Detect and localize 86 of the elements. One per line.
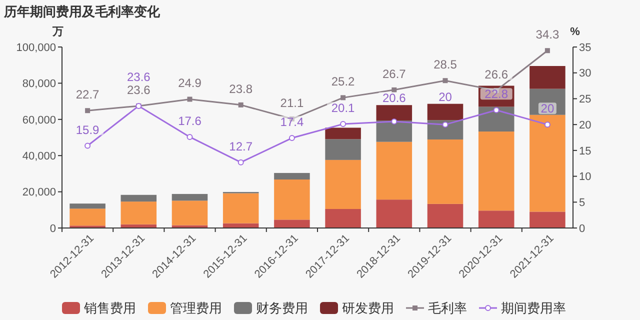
bar <box>120 202 157 224</box>
point <box>544 48 550 54</box>
y-tick-label: 80,000 <box>22 78 56 90</box>
point <box>186 134 193 140</box>
point <box>544 122 550 128</box>
data-label: 20 <box>540 102 554 116</box>
data-label: 12.7 <box>229 139 253 154</box>
data-label: 28.5 <box>434 58 458 72</box>
point <box>238 159 244 166</box>
bar <box>172 200 208 226</box>
bar <box>427 204 464 228</box>
y2-tick-label: 20 <box>579 119 592 132</box>
y2-tick-label: 0 <box>579 222 586 235</box>
y2-tick-label: 25 <box>579 94 592 106</box>
data-label: 15.9 <box>76 122 100 137</box>
bar <box>325 208 361 228</box>
point <box>84 142 91 149</box>
bar <box>325 128 361 140</box>
chart-title: 历年期间费用及毛利率变化 <box>3 4 161 19</box>
y-axis-title: 万 <box>52 26 64 38</box>
data-label: 25.2 <box>331 74 356 89</box>
bar <box>325 139 361 160</box>
point <box>442 122 448 128</box>
point <box>288 135 295 142</box>
data-label: 22.7 <box>76 88 100 102</box>
data-label: 22.8 <box>484 87 508 102</box>
data-label: 20 <box>438 90 452 104</box>
data-label: 23.6 <box>126 82 151 97</box>
legend-label: 研发费用 <box>342 300 394 316</box>
point <box>391 118 398 124</box>
bar <box>274 179 310 220</box>
bar <box>427 104 464 120</box>
point <box>392 87 397 92</box>
bar <box>376 120 412 142</box>
data-label: 23.8 <box>229 82 253 96</box>
bar <box>530 66 566 89</box>
y-tick-label: 60,000 <box>22 114 56 126</box>
bar <box>172 194 208 201</box>
bar <box>325 160 361 209</box>
legend-label: 销售费用 <box>83 300 136 316</box>
legend-label: 管理费用 <box>170 300 222 316</box>
bar <box>70 208 106 226</box>
data-label: 24.9 <box>178 76 202 90</box>
bar <box>376 200 412 228</box>
point <box>187 96 192 102</box>
y-tick-label: 20,000 <box>22 186 56 199</box>
data-label: 23.6 <box>126 70 151 84</box>
point <box>442 78 448 84</box>
data-label: 17.6 <box>178 114 202 128</box>
legend-label: 财务费用 <box>256 300 308 316</box>
y2-tick-label: 10 <box>579 171 592 184</box>
point <box>340 95 346 100</box>
bar <box>478 132 514 211</box>
data-label: 20.6 <box>382 91 406 106</box>
bar <box>530 88 566 115</box>
bar <box>222 193 259 224</box>
bar <box>274 220 310 228</box>
data-label: 26.7 <box>382 66 406 81</box>
y2-axis-title: % <box>570 26 580 38</box>
bar <box>376 105 412 120</box>
bar <box>274 172 310 180</box>
data-label: 34.3 <box>536 28 560 42</box>
legend-label: 期间费用率 <box>501 300 566 316</box>
y2-tick-label: 5 <box>579 196 586 209</box>
data-label: 20.1 <box>331 101 356 116</box>
bar <box>376 142 412 200</box>
y2-tick-label: 35 <box>579 42 592 54</box>
point <box>238 102 244 108</box>
point <box>85 108 90 114</box>
bar <box>530 212 566 228</box>
bar <box>70 204 106 209</box>
bar <box>427 139 464 204</box>
data-label: 21.1 <box>280 96 304 110</box>
y-tick-label: 0 <box>50 222 56 235</box>
point <box>493 107 500 114</box>
bar <box>120 194 157 202</box>
y-tick-label: 40,000 <box>22 150 56 162</box>
bar <box>478 210 514 228</box>
data-label: 17.4 <box>280 115 304 130</box>
legend-label: 毛利率 <box>428 300 467 316</box>
data-label: 26.6 <box>484 67 508 82</box>
point <box>340 121 346 128</box>
y2-tick-label: 30 <box>579 68 592 80</box>
y-tick-label: 100,000 <box>16 42 56 54</box>
y2-tick-label: 15 <box>579 145 592 158</box>
bar <box>478 106 514 132</box>
